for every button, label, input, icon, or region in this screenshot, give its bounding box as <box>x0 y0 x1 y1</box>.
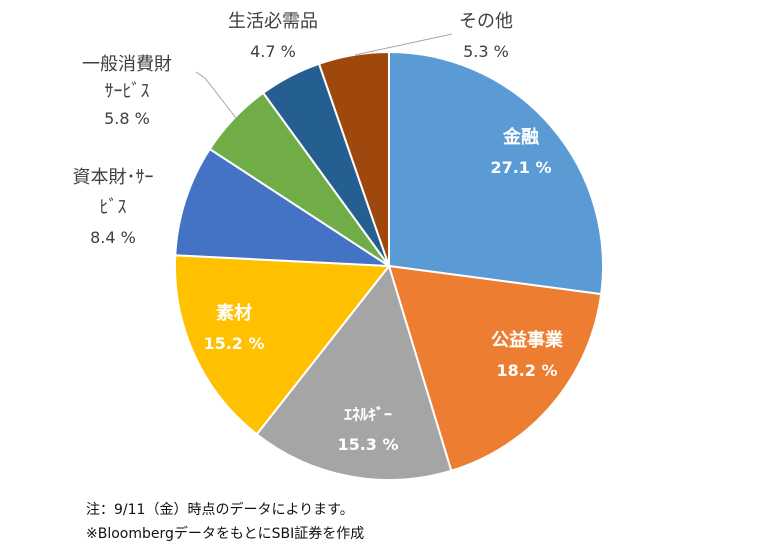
footnote-date: 注：9/11（金）時点のデータによります。 <box>86 502 354 518</box>
slice-1 <box>388 50 604 296</box>
category-label-4: 素材 <box>216 302 252 324</box>
category-label-7: 生活必需品 <box>228 11 318 32</box>
leader-line-6 <box>195 71 237 119</box>
value-label-7: 4.7 % <box>250 42 296 61</box>
value-label-2: 18.2 % <box>496 361 557 380</box>
slice-labels: 金融 27.1 % 公益事業 18.2 % ｴﾈﾙｷﾞｰ 15.3 % 素材 15.2 % 資本… <box>73 11 564 454</box>
pie-slices <box>174 50 604 481</box>
value-label-3: 15.3 % <box>337 435 398 454</box>
value-label-6: 5.8 % <box>104 109 150 128</box>
category-label-3: ｴﾈﾙｷﾞｰ <box>344 405 392 424</box>
category-label-1: 金融 <box>502 126 539 148</box>
category-label-6-line-2: ｻｰﾋﾞｽ <box>105 81 150 102</box>
footnote-source: ※BloombergデータをもとにSBI証券を作成 <box>86 526 365 542</box>
slice-8 <box>317 50 390 267</box>
leader-line-8 <box>354 33 453 56</box>
value-label-5: 8.4 % <box>90 228 136 247</box>
slice-4 <box>174 254 391 436</box>
value-label-8: 5.3 % <box>463 42 509 61</box>
slice-3 <box>255 263 453 481</box>
category-label-6-line-1: 一般消費財 <box>82 54 172 75</box>
value-label-4: 15.2 % <box>203 334 264 353</box>
value-label-1: 27.1 % <box>490 158 551 177</box>
slice-5 <box>174 147 393 268</box>
category-label-5-line-2: ﾋﾞｽ <box>100 197 127 218</box>
category-label-8: その他 <box>459 11 513 32</box>
slice-2 <box>387 264 603 472</box>
category-label-5-line-1: 資本財･ｻｰ <box>73 167 154 188</box>
category-label-2: 公益事業 <box>491 329 564 351</box>
leader-lines <box>195 33 453 119</box>
